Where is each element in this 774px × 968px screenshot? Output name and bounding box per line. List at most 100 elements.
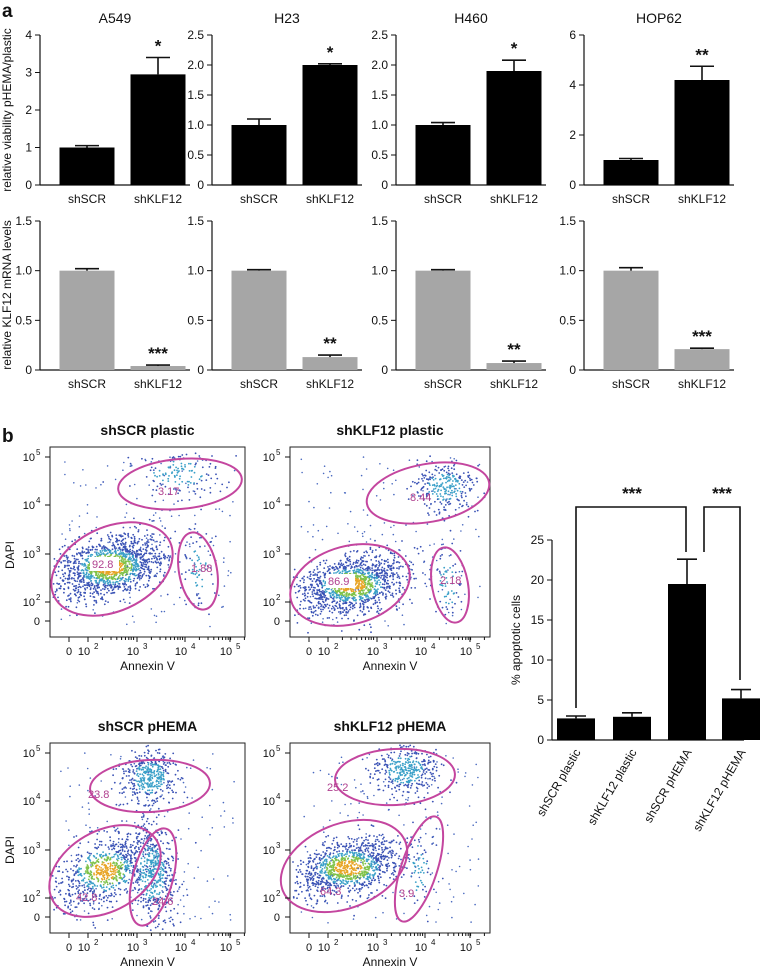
flow-dot	[196, 584, 199, 586]
chart-title: A549	[99, 10, 132, 26]
flow-dot	[184, 599, 186, 602]
flow-dot	[153, 557, 156, 560]
flow-dot	[318, 579, 320, 582]
flow-dot	[428, 471, 431, 474]
flow-dot	[199, 545, 201, 548]
flow-dot	[78, 552, 80, 554]
flow-dot	[313, 577, 315, 580]
flow-dot	[143, 570, 146, 573]
flow-dot	[88, 887, 90, 889]
flow-dot	[68, 524, 71, 526]
flow-dot	[172, 859, 174, 862]
flow-dot	[150, 823, 153, 826]
flow-dot	[362, 592, 365, 595]
flow-dot	[163, 539, 166, 542]
flow-dot	[131, 844, 134, 847]
flow-dot	[136, 563, 139, 566]
y-tick-label: 1.0	[187, 264, 204, 278]
flow-dot	[113, 847, 116, 850]
flow-dot	[72, 900, 75, 903]
flow-dot	[97, 592, 100, 595]
flow-dot	[449, 486, 452, 488]
flow-dot	[108, 888, 111, 891]
flow-dot	[356, 570, 359, 573]
flow-dot	[358, 579, 361, 582]
flow-dot	[342, 563, 345, 566]
flow-dot	[181, 480, 184, 483]
flow-dot	[452, 480, 454, 482]
flow-dot	[201, 466, 204, 469]
flow-dot	[194, 581, 197, 584]
flow-dot	[146, 904, 149, 907]
flow-dot	[117, 549, 119, 552]
flow-dot	[308, 500, 310, 503]
flow-dot	[154, 541, 156, 543]
flow-dot	[214, 482, 217, 485]
flow-dot	[137, 871, 139, 873]
flow-dot	[111, 877, 113, 880]
flow-dot	[113, 845, 116, 848]
flow-dot	[168, 475, 170, 477]
flow-dot	[163, 610, 166, 613]
flow-dot	[106, 869, 108, 872]
flow-dot	[143, 535, 146, 537]
flow-dot	[142, 906, 145, 909]
flow-dot	[95, 870, 98, 872]
flow-dot	[122, 526, 125, 529]
flow-dot	[65, 900, 68, 903]
flow-dot	[140, 857, 143, 860]
flow-dot	[391, 594, 394, 597]
flow-dot	[123, 579, 126, 582]
x-tick-exponent: 4	[191, 642, 196, 651]
flow-dot	[386, 569, 389, 572]
flow-dot	[444, 465, 447, 468]
flow-dot	[91, 863, 94, 866]
flow-dot	[382, 592, 384, 594]
flow-dot	[356, 614, 359, 617]
flow-dot	[353, 550, 355, 552]
flow-dot	[131, 615, 134, 618]
flow-dot	[157, 873, 160, 876]
x-tick-exponent: 5	[476, 642, 481, 651]
y-tick-label: 0	[274, 616, 280, 628]
flow-dot	[76, 566, 79, 569]
y-tick-label: 10	[23, 549, 35, 561]
flow-dot	[133, 550, 135, 553]
flow-dot	[53, 558, 56, 560]
flow-dot	[152, 519, 155, 522]
flow-dot	[299, 587, 302, 589]
flow-dot	[116, 585, 119, 587]
flow-dot	[351, 602, 354, 605]
flow-dot	[98, 543, 100, 546]
flow-dot	[140, 878, 142, 881]
flow-dot	[312, 524, 315, 526]
flow-dot	[436, 568, 439, 570]
flow-dot	[86, 504, 89, 506]
flow-dot	[209, 487, 212, 489]
y-tick-label: 3	[25, 66, 32, 80]
flow-dot	[81, 564, 84, 566]
flow-dot	[358, 628, 361, 631]
flow-dot	[84, 558, 87, 561]
flow-dot	[149, 845, 152, 848]
flow-dot	[216, 477, 219, 480]
flow-dot	[323, 574, 326, 577]
flow-dot	[162, 842, 165, 845]
flow-dot	[365, 596, 367, 598]
flow-dot	[129, 843, 132, 846]
flow-dot	[175, 466, 178, 469]
flow-dot	[115, 534, 118, 536]
flow-dot	[389, 587, 391, 590]
flow-dot	[204, 545, 206, 547]
flow-dot	[428, 514, 430, 516]
flow-dot	[109, 531, 112, 534]
flow-dot	[364, 577, 367, 580]
flow-dot	[95, 577, 98, 580]
flow-dot	[121, 535, 124, 537]
flow-dot	[108, 848, 110, 850]
flow-dot	[52, 583, 55, 585]
flow-dot	[421, 477, 423, 480]
y-tick-label: 1.5	[371, 88, 388, 102]
flow-dot	[95, 574, 97, 576]
flow-dot	[63, 591, 65, 594]
